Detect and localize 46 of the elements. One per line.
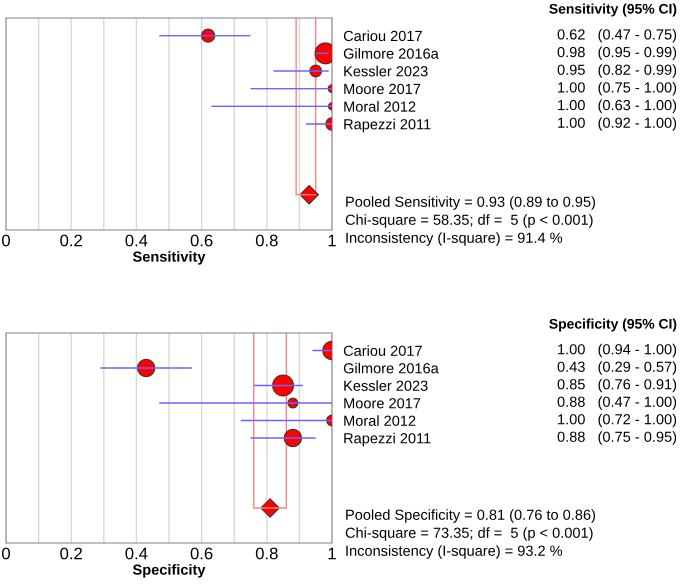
x-tick-label: 0 [2, 234, 10, 246]
text: Chi-square = 58.35; df = 5 (p < 0.001) [346, 214, 593, 228]
data-label: 0.98 (0.95 - 0.99) [558, 46, 676, 60]
y-tick-label: Cariou 2017 [344, 345, 422, 356]
x-tick-label: 0.6 [190, 234, 212, 246]
text: Inconsistency (I-square) = 91.4 % [346, 232, 562, 246]
data-label: 0.88 (0.47 - 1.00) [558, 396, 676, 410]
x-tick-label: 0.4 [125, 234, 148, 246]
x-tick-label: 0.6 [190, 548, 212, 560]
x-tick-label: 1 [328, 234, 336, 246]
x-tick-label: 0.8 [256, 548, 278, 560]
text: Pooled Sensitivity = 0.93 (0.89 to 0.95) [346, 196, 595, 210]
x-tick-label: 0.2 [60, 234, 82, 246]
data-label: 1.00 (0.94 - 1.00) [558, 344, 676, 358]
data-label: 0.85 (0.76 - 0.91) [558, 378, 676, 392]
data-label: 0.88 (0.75 - 0.95) [558, 431, 676, 445]
text: Inconsistency (I-square) = 93.2 % [346, 545, 562, 559]
x-tick-label: 0 [2, 548, 10, 560]
data-label: 0.43 (0.29 - 0.57) [558, 361, 676, 375]
y-tick-label: Gilmore 2016a [344, 48, 439, 59]
text: Sensitivity (95% CI) [549, 4, 676, 16]
y-tick-label: Rapezzi 2011 [344, 432, 431, 446]
data-label: 1.00 (0.75 - 1.00) [558, 82, 676, 96]
x-tick-label: 1 [328, 548, 336, 560]
data-label: 0.62 (0.47 - 0.75) [558, 28, 676, 42]
text: Pooled Specificity = 0.81 (0.76 to 0.86) [346, 509, 595, 523]
x-tick-label: 0.2 [60, 548, 82, 560]
y-tick-label: Gilmore 2016a [344, 362, 439, 374]
text: Specificity (95% CI) [549, 318, 676, 332]
y-tick-label: Moral 2012 [344, 415, 416, 426]
x-tick-label: 0.4 [125, 548, 148, 560]
y-tick-label: Moore 2017 [344, 84, 420, 94]
data-label: 1.00 (0.63 - 1.00) [558, 100, 676, 114]
y-tick-label: Moore 2017 [344, 398, 420, 408]
data-label: 0.95 (0.82 - 0.99) [558, 64, 676, 78]
y-tick-label: Cariou 2017 [344, 30, 422, 42]
x-axis-title: Sensitivity [132, 251, 206, 265]
x-tick-label: 0.8 [256, 234, 278, 246]
y-tick-label: Kessler 2023 [344, 380, 428, 391]
x-axis-title: Specificity [132, 564, 206, 578]
text: Chi-square = 73.35; df = 5 (p < 0.001) [346, 527, 593, 541]
data-label: 1.00 (0.72 - 1.00) [558, 414, 676, 428]
data-label: 1.00 (0.92 - 1.00) [558, 117, 676, 131]
y-tick-label: Moral 2012 [344, 101, 416, 112]
y-tick-label: Kessler 2023 [344, 66, 428, 76]
y-tick-label: Rapezzi 2011 [344, 118, 431, 132]
